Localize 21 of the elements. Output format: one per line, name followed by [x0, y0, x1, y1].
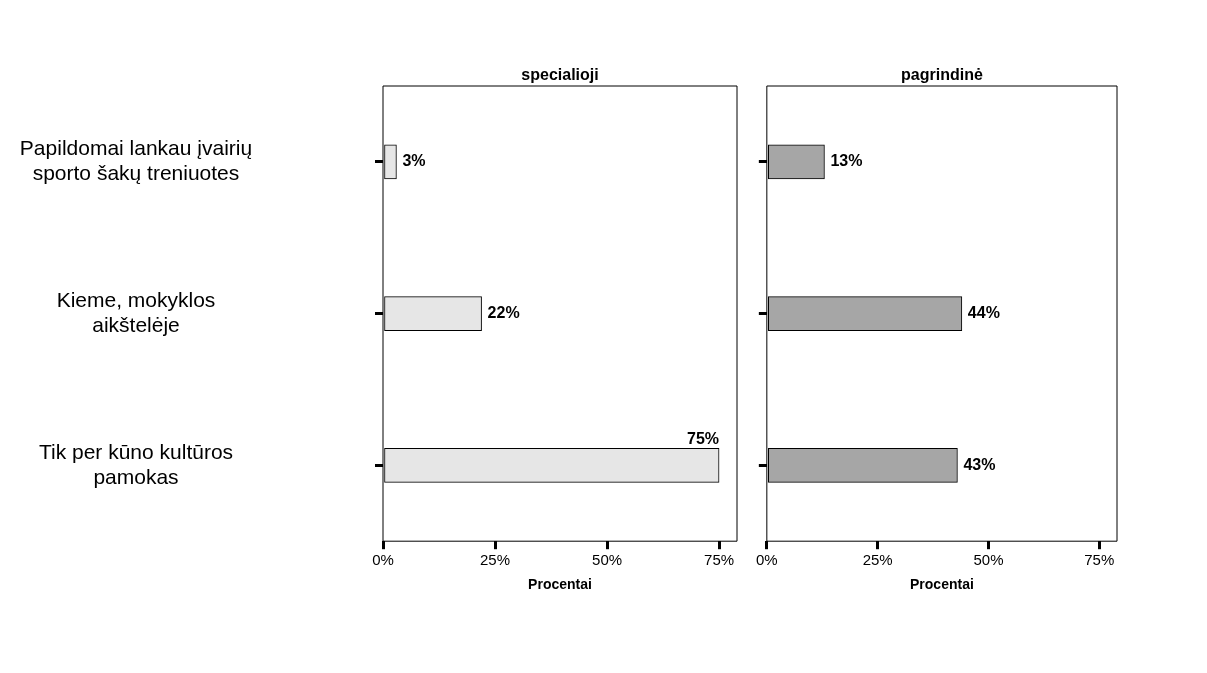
y-tick-label: Papildomai lankau įvairių sporto šakų treniuotes — [19, 136, 253, 185]
data-label: 44% — [967, 304, 1000, 322]
x-tick-label: 25% — [480, 551, 511, 569]
x-tick-label: 0% — [372, 551, 394, 569]
y-tick-label: Kieme, mokyklos aikštelėje — [56, 287, 216, 336]
x-tick-label: 75% — [704, 551, 735, 569]
data-label: 22% — [487, 304, 520, 322]
x-tick-label: 75% — [1084, 551, 1115, 569]
x-axis-title: Procentai — [528, 576, 592, 593]
x-axis-title: Procentai — [910, 576, 974, 593]
x-tick-label: 0% — [756, 551, 778, 569]
chart-title: specialioji — [521, 66, 599, 84]
chart-title: pagrindinė — [901, 66, 983, 84]
data-label: 3% — [402, 152, 426, 170]
x-tick-label: 25% — [862, 551, 893, 569]
x-tick-label: 50% — [592, 551, 623, 569]
data-label: 13% — [830, 152, 863, 170]
x-tick-label: 50% — [973, 551, 1004, 569]
data-label: 43% — [963, 455, 996, 473]
data-label: 75% — [687, 429, 720, 447]
y-tick-label: Tik per kūno kultūros pamokas — [38, 439, 234, 488]
